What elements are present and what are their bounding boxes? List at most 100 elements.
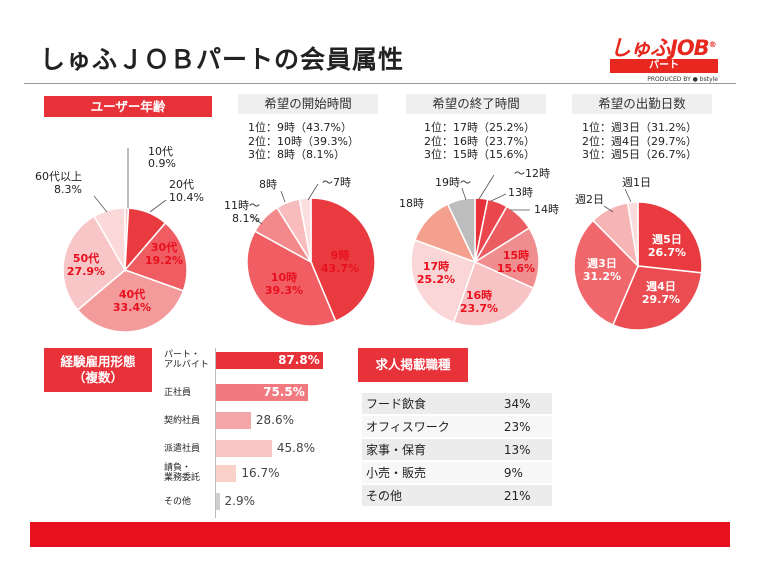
footer-bar — [30, 522, 730, 547]
slice-category-label: 11時～ — [224, 199, 260, 212]
rank-item: 2位：16時（23.7%） — [424, 134, 535, 148]
table-row: 小売・販売 9% — [362, 461, 552, 485]
slice-value-label: 10.4% — [169, 191, 204, 204]
bar-category-label: 請負・ 業務委託 — [164, 463, 201, 483]
job-types-table: フード飲食 34% オフィスワーク 23% 家事・保育 13% 小売・販売 9% その他… — [362, 393, 552, 508]
slice-category-label: 週2日 — [575, 193, 604, 206]
table-row: その他 21% — [362, 484, 552, 508]
leader-line — [93, 195, 108, 213]
job-name: 小売・販売 — [362, 461, 500, 485]
slice-category-label: 週1日 — [622, 176, 651, 189]
employment-title-line: （複数） — [72, 370, 123, 385]
slice-value-label: 26.7% — [648, 246, 686, 259]
slice-category-label: ～7時 — [322, 176, 351, 189]
slice-value-label: 8.1% — [232, 212, 260, 225]
slice-value-label: 43.7% — [321, 262, 359, 275]
rank-item: 1位：週3日（31.2%） — [582, 121, 697, 134]
end-time-ranking: 1位：17時（25.2%） 2位：16時（23.7%） 3位：15時（15.6%… — [424, 121, 535, 162]
slice-value-label: 39.3% — [265, 284, 303, 297]
bar-value-label: 87.8% — [278, 353, 320, 367]
bar — [216, 440, 272, 457]
slice-value-label: 25.2% — [417, 273, 455, 286]
leader-line — [280, 190, 286, 203]
slice-value-label: 31.2% — [583, 270, 621, 283]
slice-category-label: 13時 — [508, 186, 533, 199]
end-time-title: 希望の終了時間 — [406, 94, 546, 114]
pie-slice — [446, 197, 476, 263]
bar — [216, 384, 309, 401]
bar-category-label: 正社員 — [164, 388, 192, 398]
logo-produced-by: PRODUCED BY ● bstyle — [647, 76, 718, 83]
bar-value-label: 2.9% — [224, 494, 256, 508]
bar — [216, 352, 324, 369]
slice-category-label: 40代 — [119, 287, 145, 301]
page-title: しゅふＪＯＢパートの会員属性 — [40, 45, 405, 74]
bar — [216, 412, 251, 429]
bar-value-label: 75.5% — [263, 385, 305, 399]
slice-value-label: 33.4% — [113, 301, 151, 314]
bar-value-label: 45.8% — [276, 441, 315, 455]
slice-category-label: 10代 — [148, 145, 173, 158]
bar-value-label: 28.6% — [255, 413, 295, 427]
job-pct: 21% — [499, 484, 552, 508]
workdays-title: 希望の出勤日数 — [572, 94, 712, 114]
bar-axis — [215, 348, 216, 518]
rank-item: 3位：週5日（26.7%） — [582, 148, 697, 161]
bar-value-label: 16.7% — [241, 466, 280, 480]
slice-category-label: 60代以上 — [35, 170, 82, 183]
logo-mark: ® — [708, 40, 717, 49]
table-row: オフィスワーク 23% — [362, 415, 552, 439]
rank-item: 1位：17時（25.2%） — [424, 121, 535, 134]
leader-line — [149, 199, 167, 213]
rank-item: 3位：15時（15.6%） — [424, 148, 535, 161]
rank-item: 3位：8時（8.1%） — [248, 148, 345, 161]
pie-slice — [637, 201, 703, 274]
slice-category-label: 9時 — [331, 248, 350, 262]
pie-slice — [310, 197, 376, 323]
pie-slice — [93, 207, 126, 273]
slice-category-label: 30代 — [151, 240, 177, 254]
slice-value-label: 29.7% — [642, 293, 680, 306]
job-pct: 23% — [499, 415, 552, 439]
job-name: その他 — [362, 484, 500, 508]
leader-line — [478, 174, 495, 200]
slice-value-label: 27.9% — [67, 265, 105, 278]
rank-item: 2位：10時（39.3%） — [248, 134, 359, 148]
start-time-title: 希望の開始時間 — [238, 94, 378, 114]
pie-slice — [573, 219, 639, 326]
slice-category-label: 週5日 — [652, 232, 682, 246]
pie-slice — [611, 265, 703, 331]
slice-category-label: 18時 — [399, 197, 424, 210]
slice-category-label: 20代 — [169, 178, 194, 191]
age-chart-title: ユーザー年齢 — [44, 96, 212, 117]
slice-value-label: 8.3% — [54, 183, 82, 196]
pie-slice — [62, 215, 126, 312]
pie-slice — [410, 238, 476, 324]
slice-category-label: 8時 — [259, 178, 277, 191]
job-pct: 9% — [499, 461, 552, 485]
job-types-title: 求人掲載職種 — [358, 348, 468, 382]
slice-category-label: 週4日 — [646, 279, 676, 293]
bar-category-label: 派遣社員 — [164, 444, 201, 454]
logo-sub: パート — [610, 59, 718, 73]
bar-category-label: パート・ アルバイト — [164, 350, 209, 370]
start-time-ranking: 1位：9時（43.7%） 2位：10時（39.3%） 3位：8時（8.1%） — [248, 121, 359, 162]
job-name: オフィスワーク — [362, 415, 500, 439]
title-divider — [24, 83, 736, 84]
table-row: フード飲食 34% — [362, 393, 552, 416]
job-name: 家事・保育 — [362, 438, 500, 462]
logo-main-text: しゅふJOB — [610, 36, 710, 60]
logo-main: しゅふJOB® — [610, 34, 718, 59]
pie-slice — [246, 230, 337, 327]
slice-category-label: 15時 — [503, 248, 529, 262]
rank-item: 1位：9時（43.7%） — [248, 121, 352, 134]
brand-logo: しゅふJOB® パート PRODUCED BY ● bstyle — [610, 34, 718, 83]
employment-chart-title: 経験雇用形態 （複数） — [44, 348, 152, 392]
slice-category-label: ～12時 — [514, 167, 550, 180]
workdays-ranking: 1位：週3日（31.2%） 2位：週4日（29.7%） 3位：週5日（26.7%… — [582, 121, 697, 162]
